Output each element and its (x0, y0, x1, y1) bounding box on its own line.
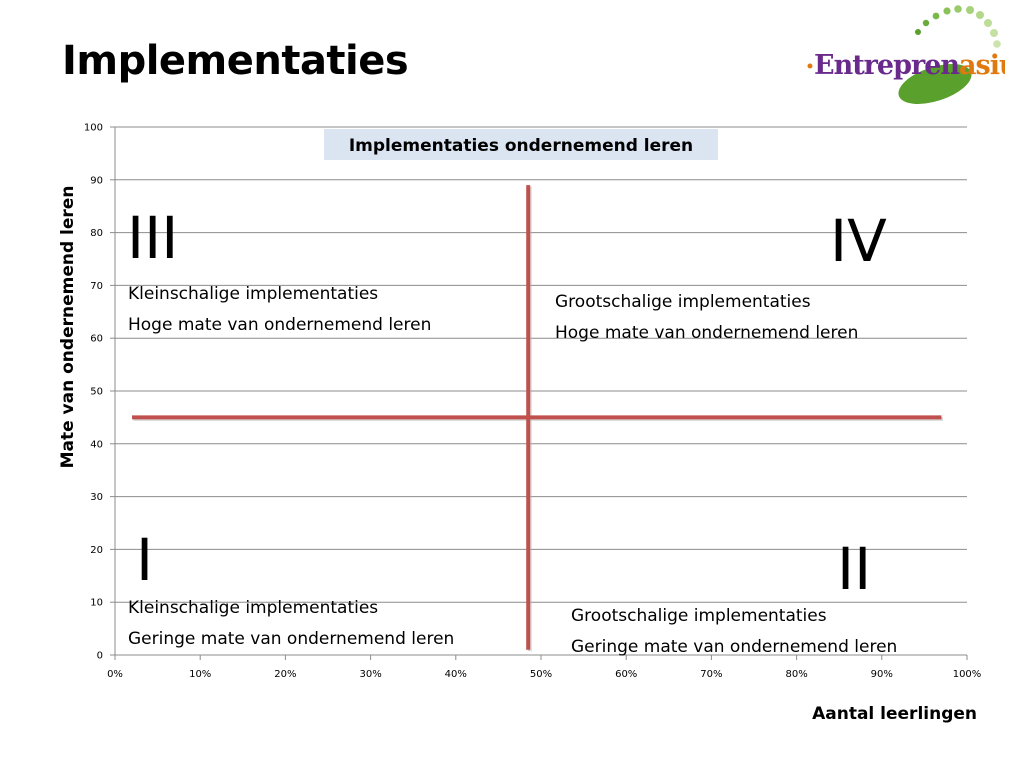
chart-title-background (324, 129, 718, 160)
logo-text-prefix: Entrepren (814, 50, 960, 81)
logo-leaf-icon (898, 64, 972, 104)
y-tick-label: 50 (90, 387, 103, 398)
x-axis-title: Aantal leerlingen (812, 704, 977, 724)
chart-title: Implementaties ondernemend leren (349, 136, 693, 156)
quadrant-iii-line-2: Hoge mate van ondernemend leren (128, 315, 431, 335)
x-tick-label: 20% (274, 669, 296, 680)
y-axis-title: Mate van ondernemend leren (58, 186, 78, 469)
x-tick-label: 90% (871, 669, 893, 680)
quadrant-iv-line-2: Hoge mate van ondernemend leren (555, 323, 858, 343)
slide-title: Implementaties (62, 38, 409, 84)
x-tick-label: 0% (107, 669, 123, 680)
quadrant-i-numeral: I (136, 526, 153, 594)
y-tick-label: 20 (90, 545, 103, 556)
y-tick-label: 60 (90, 334, 103, 345)
quadrant-iii-numeral: III (127, 204, 178, 272)
x-tick-label: 40% (445, 669, 467, 680)
quadrant-i-line-2: Geringe mate van ondernemend leren (128, 629, 454, 649)
x-tick-label: 80% (785, 669, 807, 680)
logo-text-suffix: asium (959, 50, 1005, 81)
x-tick-label: 70% (700, 669, 722, 680)
y-tick-label: 10 (90, 598, 103, 609)
y-tick-label: 30 (90, 492, 103, 503)
x-tick-label: 50% (530, 669, 552, 680)
y-axis-ticks: 0 10 20 30 40 50 60 70 80 90 100 (84, 123, 115, 662)
svg-text:Entreprenasium: Entreprenasium (814, 50, 1005, 81)
x-tick-label: 100% (953, 669, 982, 680)
logo-arc-icon (915, 5, 1001, 48)
y-tick-label: 90 (90, 175, 103, 186)
y-tick-label: 100 (84, 123, 103, 134)
y-tick-label: 80 (90, 228, 103, 239)
quadrant-ii-line-1: Grootschalige implementaties (571, 606, 827, 626)
quadrant-iv-line-1: Grootschalige implementaties (555, 292, 811, 312)
quadrant-ii-line-2: Geringe mate van ondernemend leren (571, 637, 897, 657)
x-tick-label: 10% (189, 669, 211, 680)
x-tick-label: 60% (615, 669, 637, 680)
quadrant-iv-numeral: IV (830, 207, 887, 275)
y-tick-label: 70 (90, 281, 103, 292)
quadrant-dividers (132, 185, 943, 652)
y-tick-label: 0 (97, 651, 103, 662)
entreprenasium-logo: Entreprenasium (807, 5, 1005, 104)
quadrant-ii-numeral: II (837, 535, 871, 603)
x-tick-label: 30% (359, 669, 381, 680)
x-axis-ticks: 0% 10% 20% 30% 40% 50% 60% 70% 80% 90% 100% (107, 655, 981, 680)
y-tick-label: 40 (90, 439, 103, 450)
quadrant-iii-line-1: Kleinschalige implementaties (128, 284, 378, 304)
quadrant-i-line-1: Kleinschalige implementaties (128, 598, 378, 618)
